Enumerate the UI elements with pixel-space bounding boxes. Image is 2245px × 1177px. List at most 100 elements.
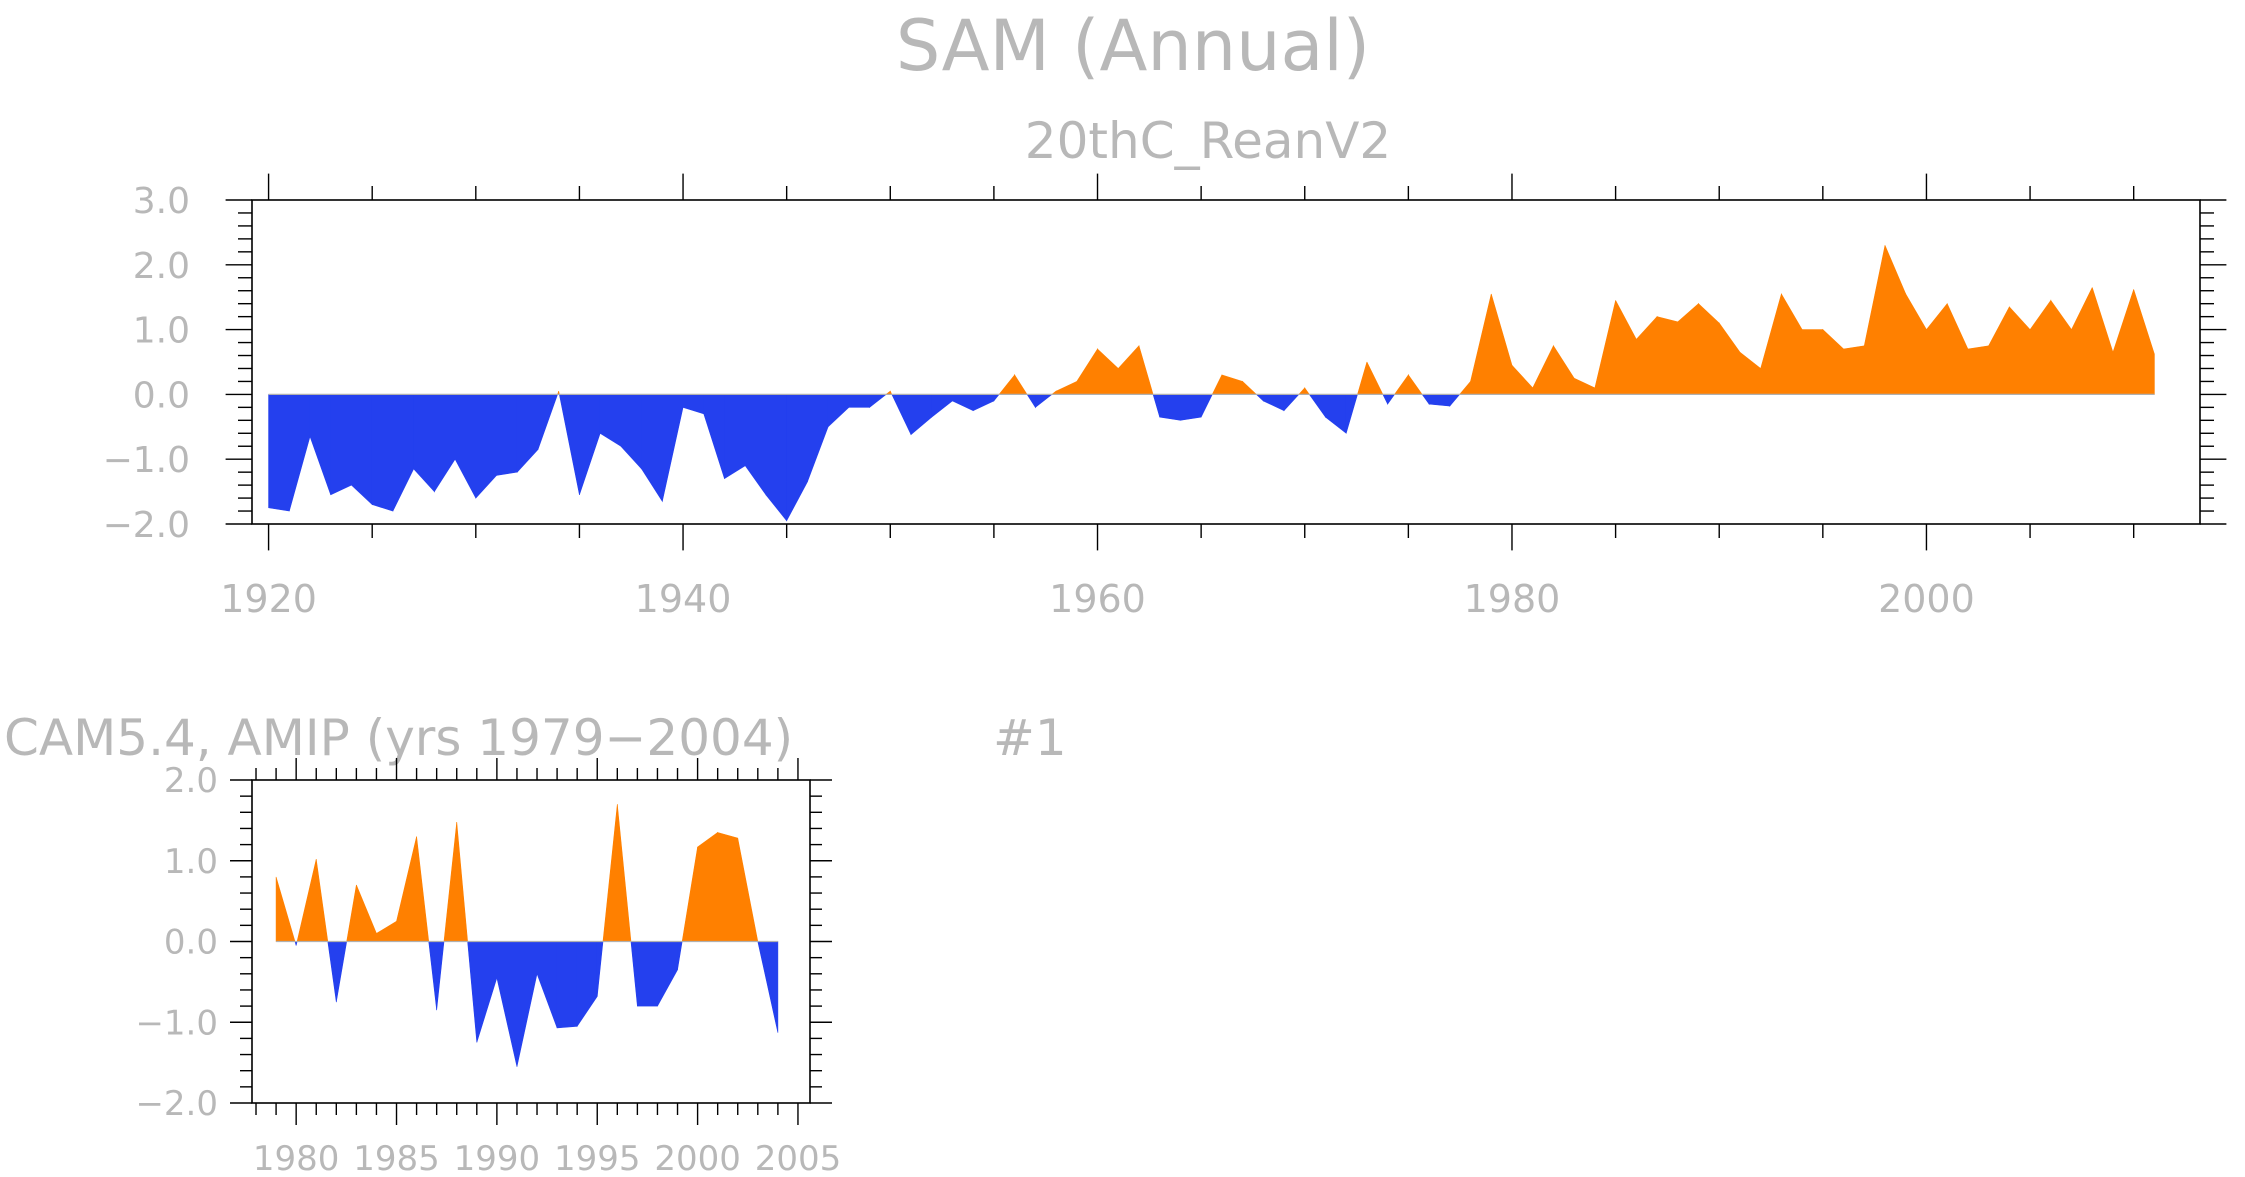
area-segment-negative: [637, 941, 658, 1007]
area-segment-positive: [1055, 380, 1078, 395]
area-segment-negative: [289, 394, 311, 512]
area-segment-negative: [1263, 394, 1285, 412]
area-segment-negative: [1152, 394, 1160, 418]
panel-reanalysis: 20thC_ReanV2 −2.0 −1.0 0.0 1.0 2.0 3.0 1920 194…: [103, 112, 2227, 621]
area-segment-negative: [786, 394, 808, 521]
area-segment-positive: [602, 804, 618, 942]
reanalysis-tick-labels: −2.0 −1.0 0.0 1.0 2.0 3.0 1920 1940 1960 1980 2000: [103, 181, 1975, 621]
area-segment-positive: [2133, 289, 2155, 395]
area-segment-negative: [1283, 394, 1300, 412]
area-segment-negative: [1255, 394, 1264, 402]
x-tick-label: 1980: [253, 1139, 340, 1177]
y-tick-label: 0.0: [164, 923, 218, 963]
area-segment-positive: [275, 876, 296, 942]
area-segment-positive: [1393, 374, 1409, 395]
area-segment-positive: [1698, 302, 1720, 395]
y-tick-label: 1.0: [164, 842, 218, 882]
area-segment-positive: [717, 832, 739, 942]
x-tick-label: 1995: [554, 1139, 641, 1177]
area-segment-positive: [356, 884, 377, 942]
area-segment-negative: [428, 941, 437, 1011]
area-segment-positive: [1014, 373, 1028, 395]
y-tick-label: 2.0: [133, 246, 190, 287]
area-segment-negative: [993, 394, 1000, 402]
x-tick-label: 1920: [220, 577, 317, 621]
area-segment-negative: [330, 394, 352, 496]
area-segment-positive: [1656, 316, 1679, 395]
area-segment-positive: [456, 821, 468, 942]
area-segment-negative: [869, 394, 888, 408]
area-segment-negative: [703, 394, 725, 479]
x-tick-label: 1940: [635, 577, 732, 621]
area-segment-negative: [1387, 394, 1396, 406]
area-segment-positive: [1211, 374, 1223, 395]
area-segment-positive: [1801, 329, 1824, 395]
area-segment-positive: [1470, 293, 1492, 395]
y-tick-label: −2.0: [135, 1084, 218, 1124]
panel-cam: CAM5.4, AMIP (yrs 1979−2004) #1 −2.0 −1.0…: [4, 709, 1067, 1177]
area-segment-negative: [765, 394, 787, 522]
area-segment-negative: [413, 394, 435, 493]
area-segment-negative: [392, 394, 414, 512]
area-segment-negative: [1026, 394, 1036, 409]
area-segment-positive: [697, 831, 718, 942]
area-segment-negative: [1308, 394, 1326, 419]
area-segment-positive: [1511, 364, 1534, 395]
area-segment-negative: [931, 394, 953, 418]
area-segment-positive: [1242, 380, 1258, 395]
area-segment-positive: [1926, 302, 1948, 395]
area-segment-positive: [1863, 245, 1886, 395]
area-segment-negative: [579, 394, 601, 495]
area-segment-negative: [371, 394, 394, 512]
area-segment-positive: [1097, 348, 1119, 395]
area-segment-positive: [346, 884, 357, 942]
area-segment-negative: [910, 394, 933, 436]
area-segment-positive: [1221, 374, 1243, 395]
area-segment-negative: [467, 941, 478, 1043]
area-segment-negative: [807, 394, 829, 482]
area-segment-negative: [1449, 394, 1461, 407]
area-segment-positive: [1615, 300, 1637, 395]
area-segment-positive: [376, 920, 397, 942]
area-segment-negative: [599, 394, 622, 447]
area-segment-negative: [434, 394, 456, 493]
area-segment-negative: [556, 941, 578, 1029]
area-segment-negative: [496, 394, 518, 476]
area-segment-positive: [1573, 377, 1596, 395]
area-segment-positive: [396, 836, 417, 942]
area-segment-positive: [1739, 351, 1761, 395]
y-tick-label: 1.0: [133, 311, 190, 352]
area-segment-negative: [1180, 394, 1202, 421]
area-segment-negative: [744, 394, 767, 496]
area-segment-negative: [351, 394, 373, 506]
area-segment-positive: [1843, 345, 1865, 395]
area-segment-negative: [1200, 394, 1213, 418]
area-segment-negative: [1159, 394, 1181, 421]
area-segment-negative: [327, 941, 337, 1003]
area-segment-positive: [737, 838, 759, 942]
area-segment-positive: [1304, 386, 1310, 395]
panel-cam-label: #1: [993, 709, 1067, 767]
y-tick-label: −2.0: [103, 505, 190, 546]
area-segment-negative: [657, 941, 678, 1007]
area-segment-negative: [476, 941, 498, 1043]
x-tick-label: 1960: [1049, 577, 1146, 621]
area-segment-positive: [1532, 345, 1554, 395]
area-segment-negative: [309, 394, 332, 495]
area-segment-negative: [496, 941, 518, 1067]
area-segment-negative: [677, 941, 683, 970]
panel-reanalysis-subtitle: 20thC_ReanV2: [1025, 112, 1391, 170]
area-segment-positive: [1988, 306, 2010, 395]
area-segment-negative: [757, 941, 779, 1033]
area-segment-negative: [1325, 394, 1347, 434]
area-segment-positive: [2050, 299, 2072, 395]
area-segment-negative: [620, 394, 642, 470]
area-segment-positive: [1298, 387, 1306, 395]
area-segment-negative: [724, 394, 746, 480]
area-segment-negative: [1421, 394, 1430, 406]
area-segment-positive: [416, 836, 430, 942]
area-segment-positive: [1458, 380, 1471, 395]
cam-ticks: [230, 758, 832, 1125]
x-tick-label: 2000: [1878, 577, 1975, 621]
y-tick-label: −1.0: [103, 440, 190, 481]
